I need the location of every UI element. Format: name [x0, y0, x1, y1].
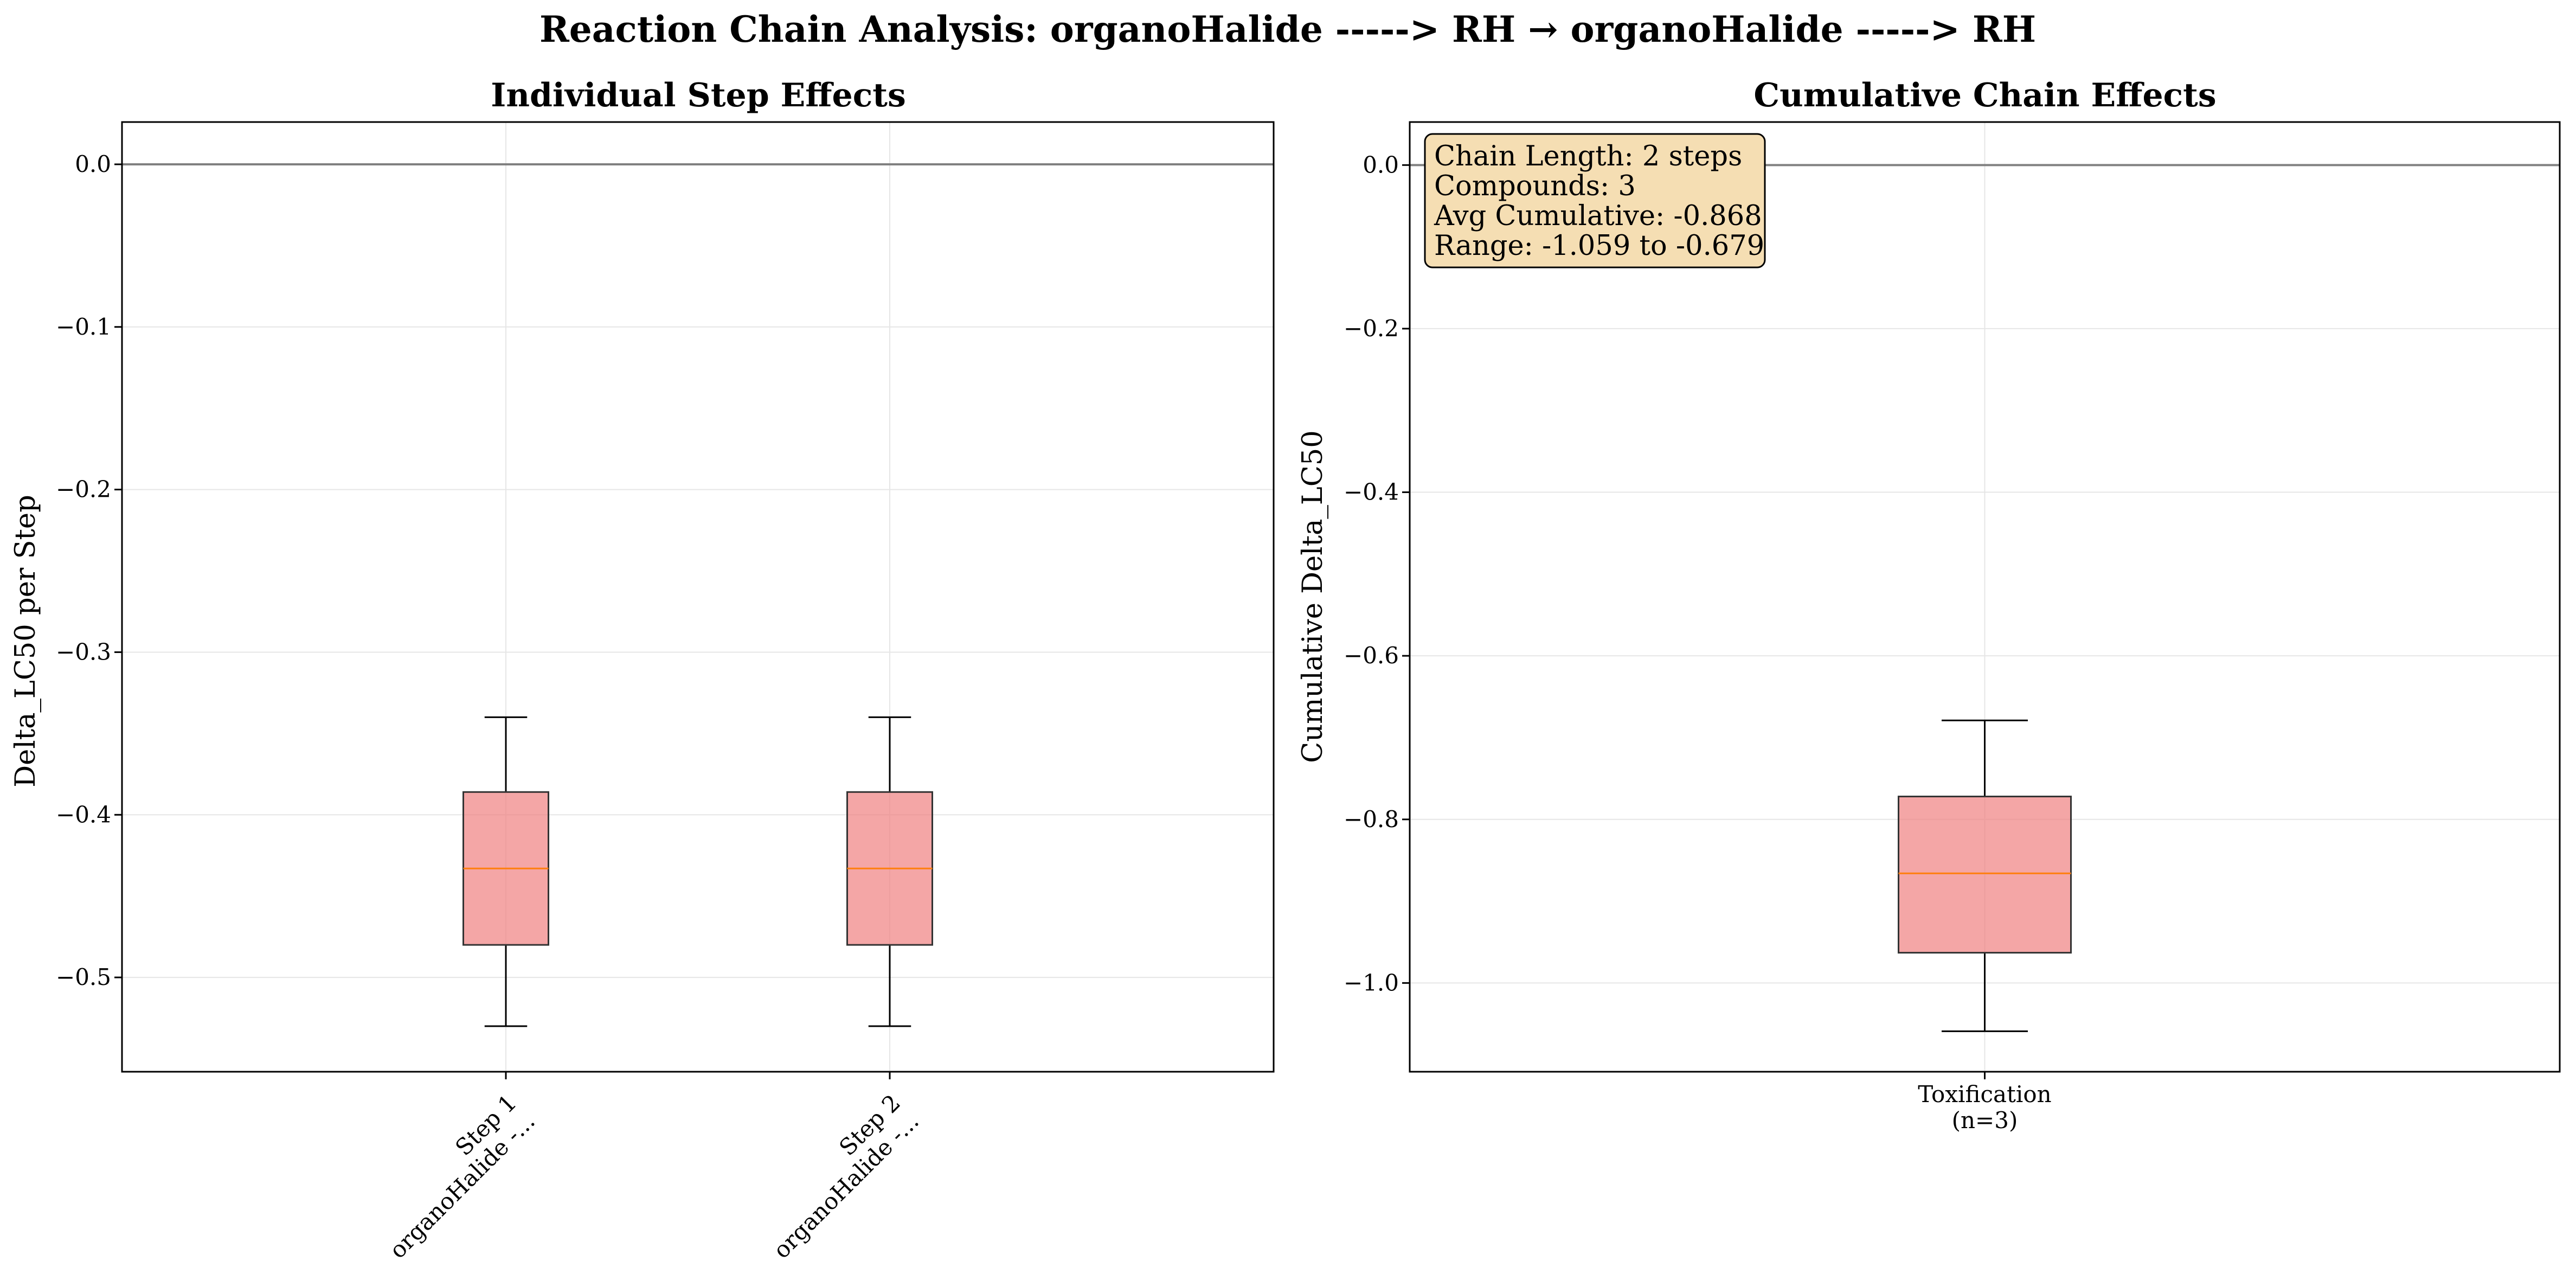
x-tick-label: Step 2organoHalide -...	[750, 1089, 924, 1263]
y-tick-label: −0.5	[56, 964, 111, 990]
y-tick-label: −0.2	[1344, 315, 1399, 342]
y-tick-label: 0.0	[75, 151, 111, 177]
box-plot-1	[462, 716, 549, 1027]
box-plot-2	[846, 716, 933, 1027]
figure-suptitle: Reaction Chain Analysis: organoHalide --…	[539, 8, 2036, 50]
info-box-background	[1424, 133, 1766, 268]
y-tick-label: −0.1	[56, 313, 111, 340]
info-box-line: Avg Cumulative: -0.868	[1434, 200, 1762, 232]
panel-title-cumulative-effects: Cumulative Chain Effects	[1753, 76, 2216, 114]
y-axis-label-cumulative-effects: Cumulative Delta_LC50	[1297, 430, 1329, 763]
y-axis-label-step-effects: Delta_LC50 per Step	[10, 495, 42, 787]
y-tick-label: −0.4	[56, 801, 111, 828]
y-tick-label: −1.0	[1344, 969, 1399, 996]
y-tick-label: −0.8	[1344, 806, 1399, 833]
info-box-line: Compounds: 3	[1434, 170, 1636, 202]
info-box-line: Range: -1.059 to -0.679	[1434, 230, 1764, 262]
y-tick-label: −0.2	[56, 476, 111, 503]
y-tick-label: −0.4	[1344, 479, 1399, 505]
box-plot-1	[1898, 719, 2072, 1032]
x-tick-label: Toxification (n=3)	[1918, 1081, 2051, 1134]
plot-area-2: 0.0 −0.2 −0.4 −0.6 −0.8 −1.0 Toxification (n=3)	[1344, 121, 2561, 1134]
info-box-line: Chain Length: 2 steps	[1434, 140, 1742, 172]
x-tick-label: Step 1organoHalide -...	[366, 1089, 540, 1263]
chart-panel-cumulative-effects: 0.0 −0.2 −0.4 −0.6 −0.8 −1.0 Toxification (n=3)…	[1297, 76, 2561, 1134]
panel-title-step-effects: Individual Step Effects	[491, 76, 905, 114]
y-tick-label: 0.0	[1363, 151, 1399, 178]
plot-area-1: 0.0 −0.1 −0.2 −0.3 −0.4 −0.5 Step 1organoHalid…	[56, 121, 1275, 1264]
chart-panel-step-effects: 0.0 −0.1 −0.2 −0.3 −0.4 −0.5 Step 1organoHalid…	[10, 76, 1275, 1264]
y-tick-label: −0.3	[56, 638, 111, 665]
y-tick-label: −0.6	[1344, 642, 1399, 669]
axes-frame	[121, 121, 1275, 1073]
box-iqr	[1898, 796, 2072, 954]
